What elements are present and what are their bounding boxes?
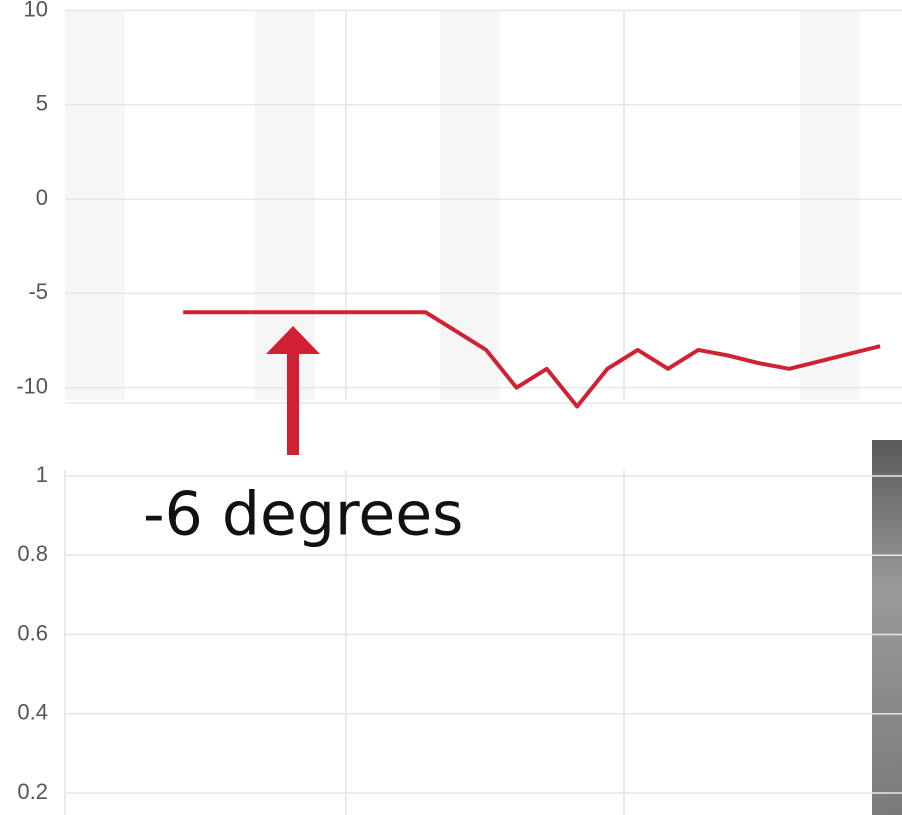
y-tick-label: 5 <box>36 91 48 116</box>
y-tick-label: 0.8 <box>17 541 48 566</box>
y-tick-label: 10 <box>24 0 48 21</box>
y-tick-label: 0.6 <box>17 620 48 645</box>
y-tick-label: 1 <box>36 462 48 487</box>
y-tick-label: 0 <box>36 185 48 210</box>
chart: 10 5 0 -5 -10 1 0.8 0.6 0.4 0.2 -6 degrees <box>0 0 902 815</box>
y-tick-label: -5 <box>28 279 48 304</box>
photo-fragment <box>872 440 902 815</box>
y-tick-label: 0.4 <box>17 700 48 725</box>
page: 1050-5-1010.80.60.40.2 -6 degrees (() =>… <box>0 0 902 815</box>
y-tick-label: -10 <box>16 373 48 398</box>
y-tick-label: 0.2 <box>17 779 48 804</box>
annotation: -6 degrees <box>143 480 463 550</box>
